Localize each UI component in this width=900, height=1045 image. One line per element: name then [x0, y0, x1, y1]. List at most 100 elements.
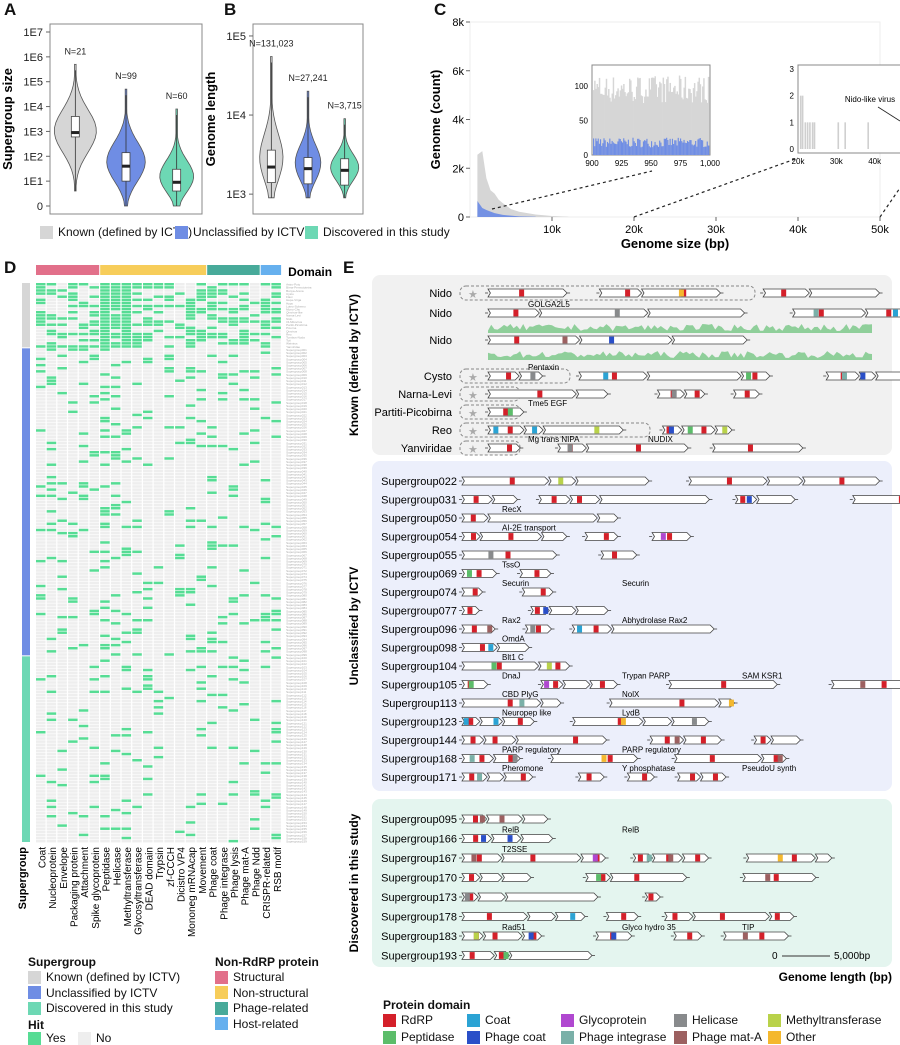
heatmap-cell	[153, 647, 164, 650]
heatmap-cell	[36, 755, 46, 759]
heatmap-cell	[110, 335, 121, 339]
heatmap-cell	[143, 447, 153, 451]
heatmap-cell	[164, 510, 174, 513]
heatmap-cell	[57, 488, 67, 491]
heatmap-cell	[78, 469, 89, 473]
column-label: Phage integrase	[219, 847, 230, 920]
heatmap-cell	[143, 510, 153, 513]
heatmap-cell	[57, 379, 67, 382]
protein-domain	[594, 426, 600, 434]
heatmap-cell	[36, 388, 46, 392]
heatmap-cell	[132, 581, 142, 585]
heatmap-cell	[207, 441, 217, 445]
heatmap-cell	[260, 587, 271, 591]
heatmap-cell	[100, 544, 110, 547]
heatmap-cell	[143, 398, 153, 401]
heatmap-cell	[239, 799, 249, 802]
heatmap-cell	[250, 765, 260, 768]
heatmap-cell	[57, 479, 67, 482]
heatmap-cell	[217, 830, 228, 834]
heatmap-cell	[100, 709, 110, 712]
heatmap-cell	[196, 634, 206, 638]
heatmap-cell	[164, 671, 174, 675]
heatmap-cell	[228, 591, 239, 594]
heatmap-cell	[185, 401, 196, 404]
heatmap-cell	[228, 497, 239, 501]
heatmap-cell	[164, 550, 174, 554]
heatmap-cell	[185, 472, 196, 476]
row-label: Supergroup051	[286, 504, 307, 508]
heatmap-cell	[121, 373, 132, 376]
protein-domain	[467, 607, 473, 614]
heatmap-cell	[132, 827, 142, 830]
heatmap-cell	[185, 790, 196, 793]
domain-annotation: Tme5 EGF	[528, 399, 567, 408]
heatmap-cell	[78, 382, 89, 386]
heatmap-cell	[271, 647, 281, 650]
heatmap-cell	[185, 703, 196, 706]
heatmap-cell	[110, 609, 121, 613]
heatmap-cell	[100, 407, 110, 410]
heatmap-cell	[228, 320, 239, 323]
inset-left-bar	[644, 140, 646, 155]
heatmap-cell	[260, 429, 271, 432]
heatmap-cell	[228, 485, 239, 488]
gene-arrow	[791, 308, 867, 318]
heatmap-cell	[207, 363, 217, 367]
heatmap-cell	[250, 699, 260, 703]
heatmap-cell	[196, 699, 206, 703]
heatmap-cell	[110, 547, 121, 550]
heatmap-cell	[132, 566, 142, 569]
heatmap-cell	[153, 619, 164, 622]
heatmap-cell	[260, 790, 271, 793]
heatmap-cell	[164, 482, 174, 485]
heatmap-cell	[110, 606, 121, 610]
median-bar	[122, 164, 130, 168]
heatmap-cell	[68, 528, 78, 532]
legend-item: Unclassified by ICTV	[175, 225, 304, 239]
heatmap-cell	[217, 793, 228, 796]
heatmap-cell	[36, 675, 46, 678]
heatmap-cell	[217, 718, 228, 722]
row-label: Supergroup153	[286, 821, 307, 825]
heatmap-cell	[143, 475, 153, 479]
heatmap-cell	[121, 684, 132, 687]
heatmap-cell	[175, 681, 185, 684]
heatmap-cell	[100, 447, 110, 451]
heatmap-cell	[100, 631, 110, 634]
heatmap-cell	[121, 787, 132, 790]
heatmap-cell	[196, 398, 206, 401]
heatmap-cell	[207, 587, 217, 591]
heatmap-cell	[68, 815, 78, 818]
heatmap-cell	[68, 740, 78, 743]
heatmap-cell	[100, 354, 110, 358]
heatmap-cell	[121, 821, 132, 824]
heatmap-cell	[46, 382, 57, 386]
heatmap-cell	[89, 444, 99, 448]
heatmap-cell	[110, 818, 121, 821]
heatmap-cell	[207, 314, 217, 317]
row-label: Supergroup145	[286, 796, 307, 800]
heatmap-cell	[78, 410, 89, 414]
heatmap-cell	[217, 510, 228, 513]
heatmap-cell	[228, 419, 239, 423]
heatmap-cell	[46, 298, 57, 302]
heatmap-cell	[89, 500, 99, 504]
heatmap-cell	[271, 768, 281, 771]
heatmap-cell	[132, 419, 142, 423]
heatmap-cell	[260, 830, 271, 834]
heatmap-cell	[175, 360, 185, 364]
heatmap-cell	[46, 354, 57, 358]
heatmap-cell	[217, 357, 228, 361]
heatmap-cell	[36, 463, 46, 466]
heatmap-cell	[250, 429, 260, 432]
heatmap-cell	[132, 503, 142, 507]
heatmap-cell	[100, 818, 110, 821]
heatmap-cell	[207, 706, 217, 709]
heatmap-cell	[217, 429, 228, 432]
heatmap-cell	[196, 796, 206, 799]
heatmap-cell	[196, 659, 206, 662]
heatmap-cell	[100, 304, 110, 308]
heatmap-cell	[46, 637, 57, 641]
heatmap-cell	[250, 619, 260, 622]
